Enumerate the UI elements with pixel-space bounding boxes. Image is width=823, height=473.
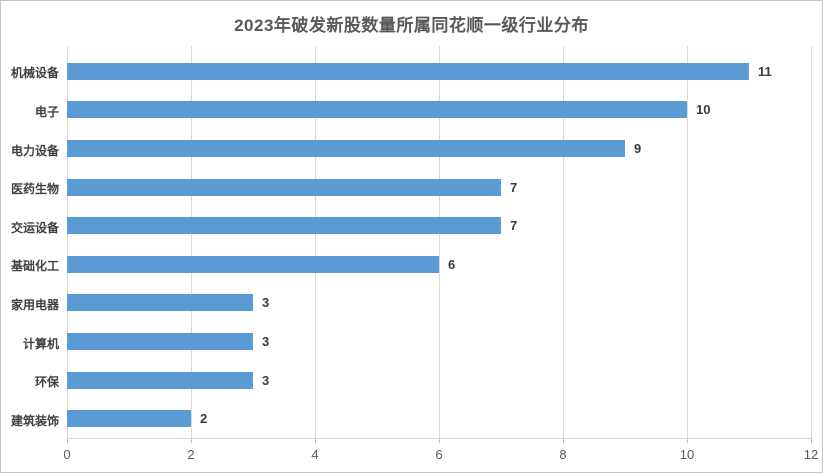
bar-value-label: 3 [262,334,270,349]
x-tick-label: 4 [311,447,319,462]
category-label: 医药生物 [10,182,59,197]
axis-tick-mark [191,438,192,443]
bar [67,294,253,312]
bar [67,62,749,80]
bar-value-label: 10 [696,102,711,118]
bar-value-label: 9 [634,141,642,156]
chart-title: 2023年破发新股数量所属同花顺一级行业分布 [234,16,589,35]
axis-tick-mark [563,438,564,443]
category-label: 电力设备 [10,143,59,158]
x-tick-label: 2 [187,447,195,462]
category-label: 计算机 [22,336,59,351]
axis-tick-mark [67,438,68,443]
gridline [315,46,316,438]
axis-tick-mark [811,438,812,443]
bar-value-label: 3 [262,295,270,311]
gridline [191,46,192,438]
bar-value-label: 11 [758,63,772,79]
bar [67,101,687,119]
x-tick-label: 0 [63,447,71,462]
axis-tick-mark [439,438,440,443]
category-label: 建筑装饰 [10,413,59,428]
axis-tick-mark [315,438,316,443]
gridline [563,46,564,438]
bar-value-label: 3 [262,372,270,388]
x-tick-label: 12 [803,447,819,462]
category-label: 交运设备 [10,220,59,235]
gridline [67,46,68,438]
bar [67,178,501,196]
bar [67,410,191,428]
bar [67,333,253,350]
gridline [811,46,812,438]
bar [67,140,625,157]
x-axis-line [67,438,811,439]
bar [67,371,253,389]
bar-value-label: 7 [510,218,518,234]
category-label: 电子 [34,104,59,119]
x-tick-label: 8 [559,447,567,462]
category-label: 基础化工 [10,259,59,274]
bar-value-label: 2 [200,411,208,427]
x-tick-label: 10 [679,447,695,462]
category-label: 家用电器 [10,297,59,312]
bar [67,217,501,235]
bar-value-label: 6 [448,256,456,272]
gridline [687,46,688,438]
gridline [439,46,440,438]
bar-value-label: 7 [510,179,518,195]
x-tick-label: 6 [435,447,443,462]
axis-tick-mark [687,438,688,443]
bar [67,255,439,273]
category-label: 环保 [34,375,59,390]
category-label: 机械设备 [10,66,59,81]
